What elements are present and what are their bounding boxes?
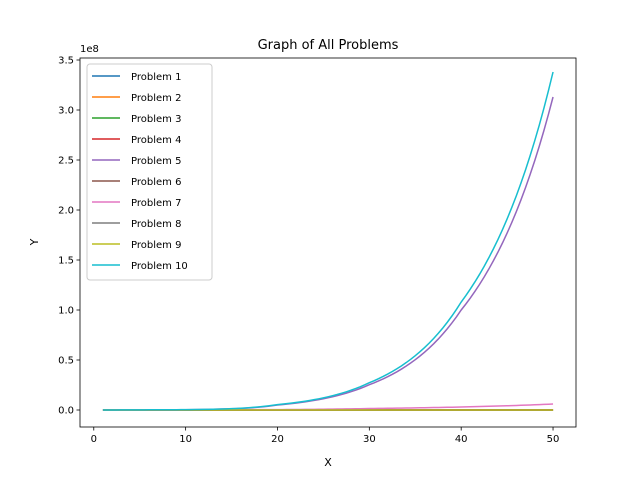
legend-label-4: Problem 4: [131, 135, 181, 146]
x-tick-label: 40: [455, 434, 468, 445]
x-axis-label: X: [324, 456, 332, 469]
legend-label-2: Problem 2: [131, 93, 181, 104]
x-tick-label: 50: [547, 434, 560, 445]
x-axis-ticks: 0 10 20 30 40 50: [91, 427, 560, 445]
y-axis-label: Y: [28, 238, 41, 246]
legend-label-10: Problem 10: [131, 261, 188, 272]
legend: Problem 1 Problem 2 Problem 3 Problem 4 Prob…: [86, 63, 213, 281]
series-lines: [102, 71, 554, 411]
y-tick-label: 1.5: [58, 256, 74, 267]
y-tick-label: 3.5: [58, 56, 74, 67]
y-tick-label: 3.0: [58, 106, 74, 117]
y-tick-label: 0.0: [58, 406, 74, 417]
plot-area-frame: [79, 57, 577, 428]
x-tick-label: 20: [271, 434, 284, 445]
x-tick-label: 10: [179, 434, 192, 445]
chart-title: Graph of All Problems: [258, 38, 399, 53]
legend-label-1: Problem 1: [131, 72, 181, 83]
legend-label-6: Problem 6: [131, 177, 181, 188]
y-offset-label: 1e8: [80, 44, 99, 55]
series-line-10: [102, 71, 554, 411]
y-tick-label: 2.0: [58, 206, 74, 217]
y-tick-label: 0.5: [58, 356, 74, 367]
y-axis-ticks: 0.0 0.5 1.0 1.5 2.0 2.5 3.0 3.5: [58, 56, 80, 417]
y-tick-label: 2.5: [58, 156, 74, 167]
y-tick-label: 1.0: [58, 306, 74, 317]
legend-label-5: Problem 5: [131, 156, 181, 167]
x-tick-label: 30: [363, 434, 376, 445]
x-tick-label: 0: [91, 434, 97, 445]
legend-label-3: Problem 3: [131, 114, 181, 125]
legend-label-8: Problem 8: [131, 219, 181, 230]
legend-label-7: Problem 7: [131, 198, 181, 209]
legend-label-9: Problem 9: [131, 240, 181, 251]
